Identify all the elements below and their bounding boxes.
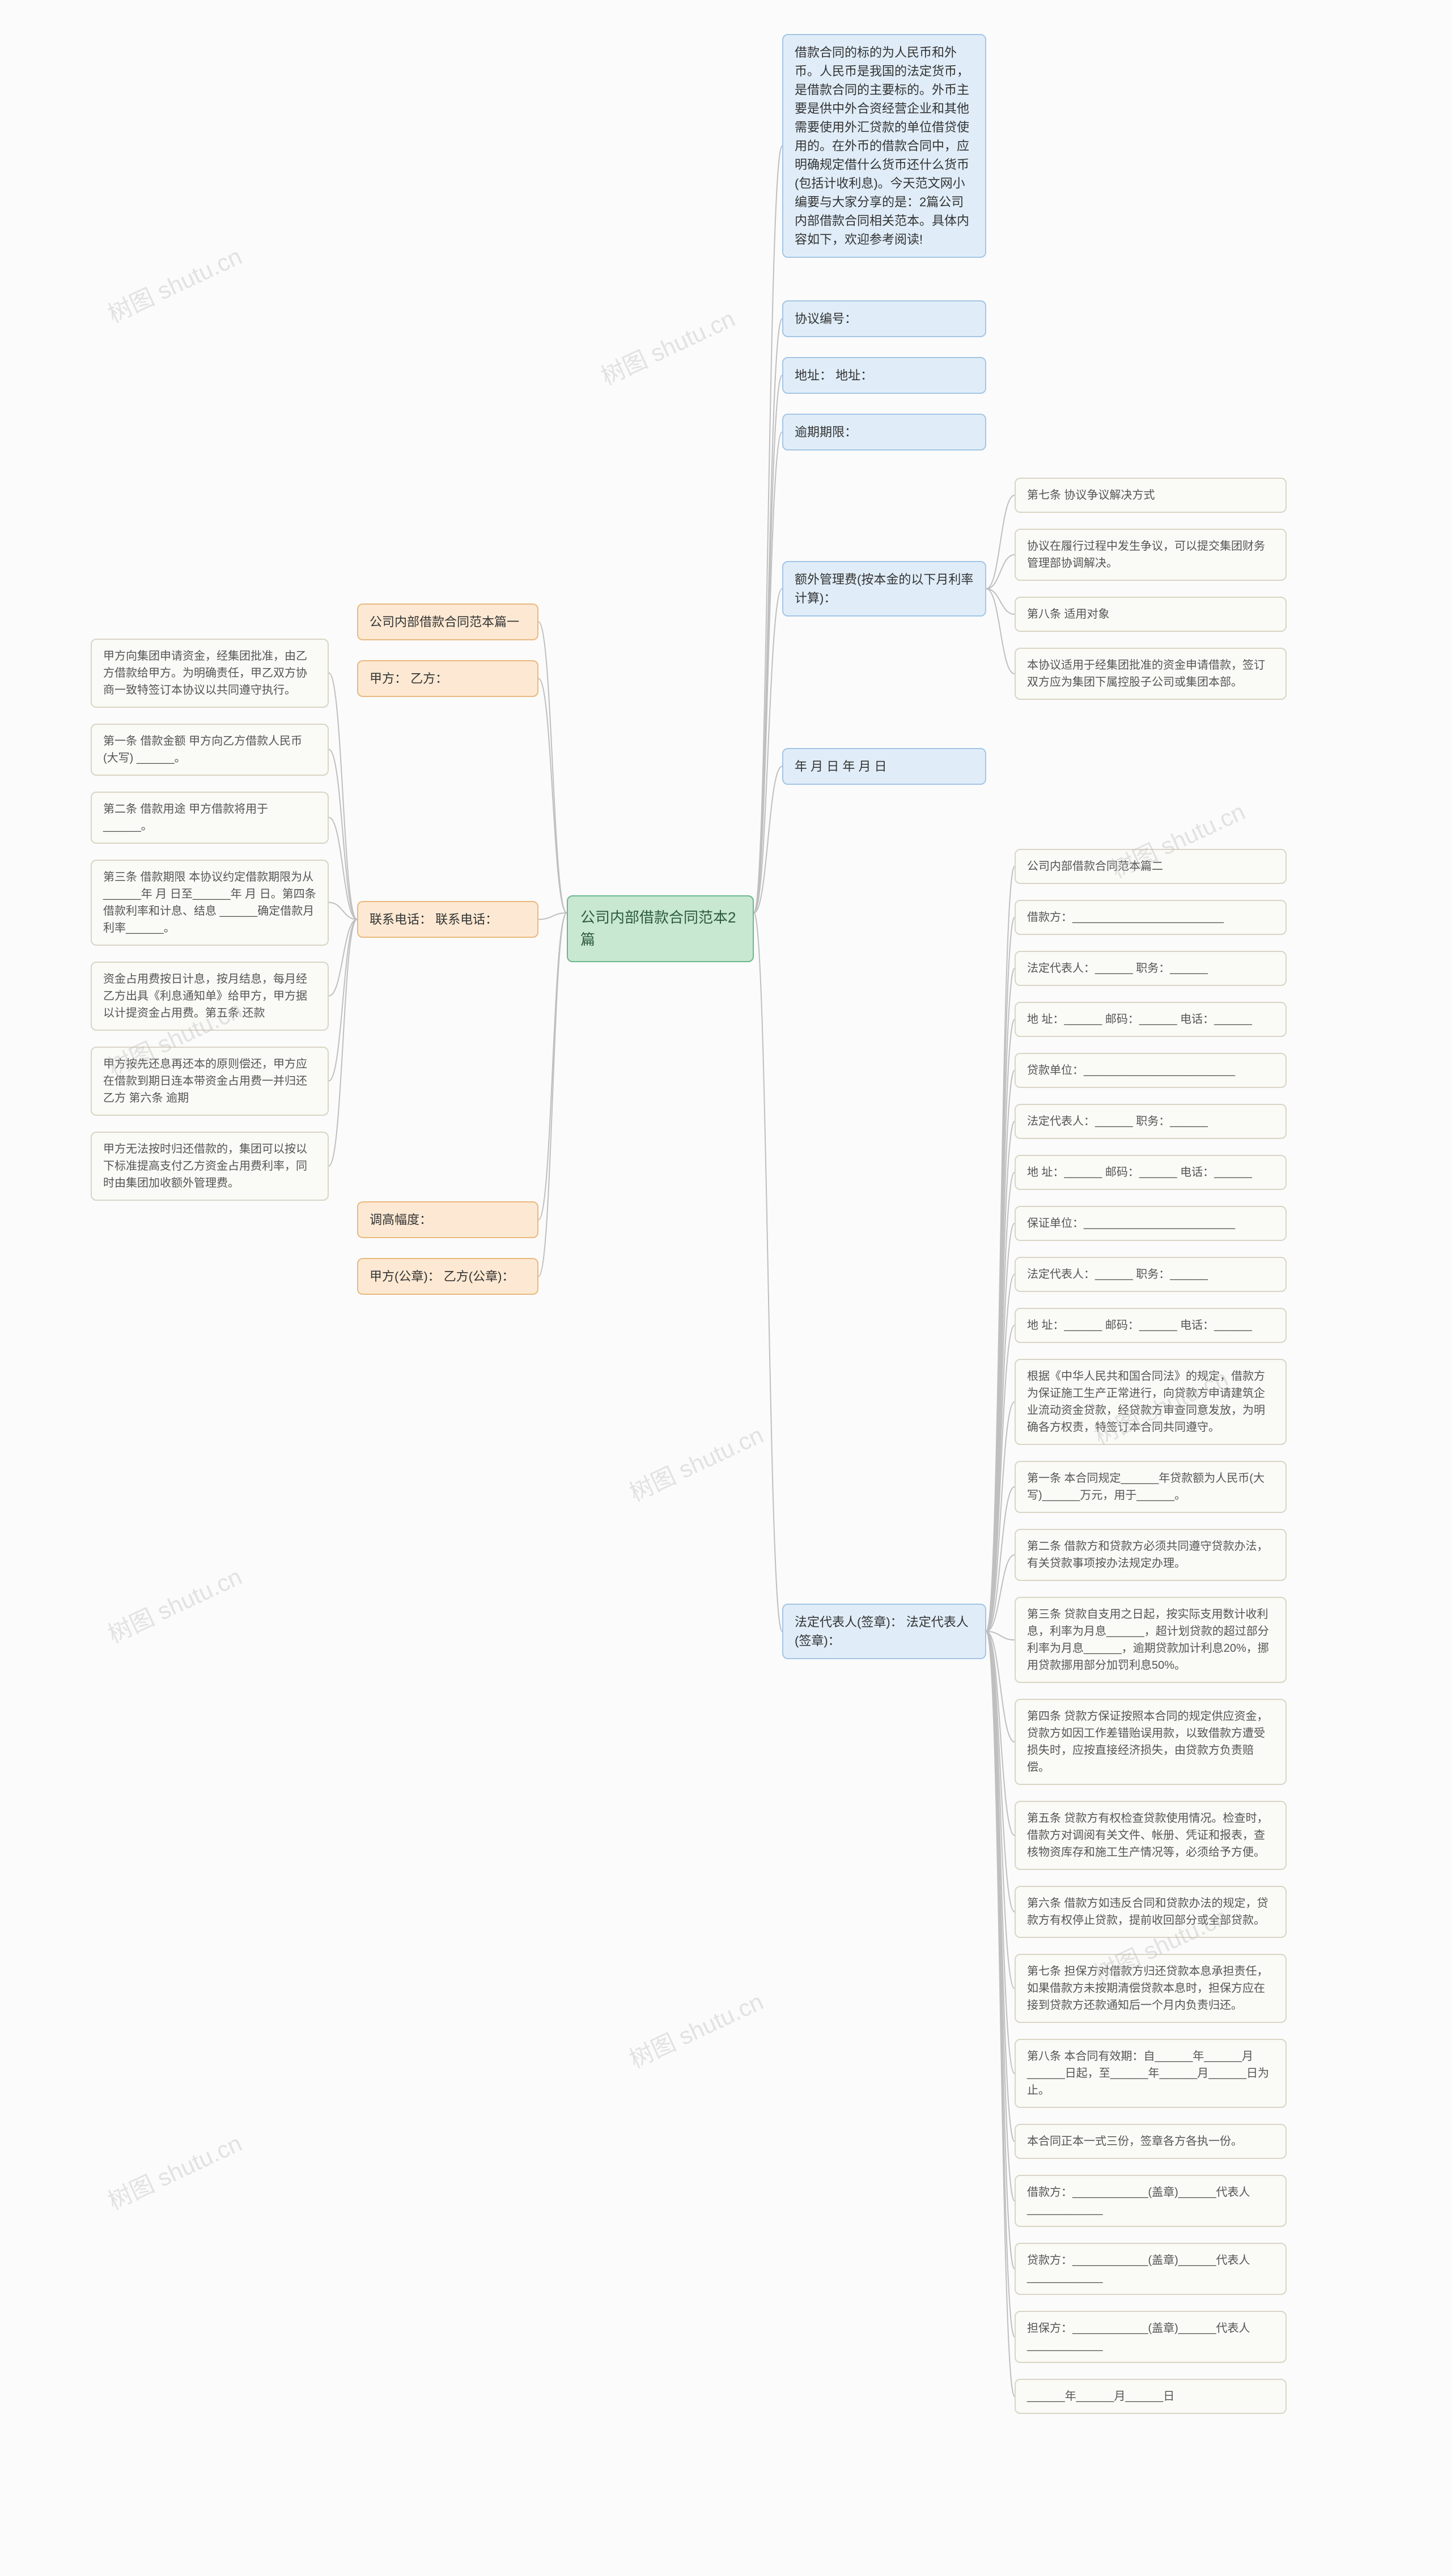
watermark: 树图 shutu.cn: [595, 300, 740, 392]
right-leaf-4-1: 协议在履行过程中发生争议，可以提交集团财务管理部协调解决。: [1015, 529, 1287, 581]
right-leaf-4-0: 第七条 协议争议解决方式: [1015, 478, 1287, 513]
left-leaf-2-4: 资金占用费按日计息，按月结息，每月经乙方出具《利息通知单》给甲方，甲方据以计提资…: [91, 962, 329, 1031]
right-leaf-6-13: 第三条 贷款自支用之日起，按实际支用数计收利息，利率为月息______，超计划贷…: [1015, 1597, 1287, 1683]
watermark: 树图 shutu.cn: [101, 237, 247, 330]
right-leaf-6-1: 借款方：________________________: [1015, 900, 1287, 935]
right-leaf-6-17: 第七条 担保方对借款方归还贷款本息承担责任，如果借款方未按期清偿贷款本息时，担保…: [1015, 1954, 1287, 2023]
right-branch-4: 额外管理费(按本金的以下月利率计算)：: [782, 561, 986, 617]
right-leaf-6-18: 第八条 本合同有效期：自______年______月______日起，至____…: [1015, 2039, 1287, 2108]
right-leaf-6-11: 第一条 本合同规定______年贷款额为人民币(大写)______万元，用于__…: [1015, 1461, 1287, 1513]
right-leaf-6-16: 第六条 借款方如违反合同和贷款办法的规定，贷款方有权停止贷款，提前收回部分或全部…: [1015, 1886, 1287, 1938]
right-leaf-6-3: 地 址：______ 邮码：______ 电话：______: [1015, 1002, 1287, 1037]
right-leaf-6-2: 法定代表人：______ 职务：______: [1015, 951, 1287, 986]
right-branch-1: 协议编号：: [782, 300, 986, 337]
root-node: 公司内部借款合同范本2篇: [567, 895, 754, 962]
left-branch-3: 调高幅度：: [357, 1201, 538, 1238]
right-branch-0: 借款合同的标的为人民币和外币。人民币是我国的法定货币，是借款合同的主要标的。外币…: [782, 34, 986, 258]
left-branch-4: 甲方(公章)： 乙方(公章)：: [357, 1258, 538, 1295]
left-leaf-2-6: 甲方无法按时归还借款的，集团可以按以下标准提高支付乙方资金占用费利率，同时由集团…: [91, 1132, 329, 1201]
watermark: 树图 shutu.cn: [101, 2124, 247, 2217]
right-leaf-6-7: 保证单位：________________________: [1015, 1206, 1287, 1241]
watermark: 树图 shutu.cn: [101, 1558, 247, 1650]
right-leaf-6-22: 担保方：____________(盖章)______代表人___________…: [1015, 2311, 1287, 2363]
right-leaf-6-4: 贷款单位：________________________: [1015, 1053, 1287, 1088]
watermark: 树图 shutu.cn: [623, 1416, 768, 1508]
right-leaf-6-12: 第二条 借款方和贷款方必须共同遵守贷款办法，有关贷款事项按办法规定办理。: [1015, 1529, 1287, 1581]
right-leaf-6-9: 地 址：______ 邮码：______ 电话：______: [1015, 1308, 1287, 1343]
right-leaf-4-3: 本协议适用于经集团批准的资金申请借款，签订双方应为集团下属控股子公司或集团本部。: [1015, 648, 1287, 700]
left-leaf-2-5: 甲方按先还息再还本的原则偿还，甲方应在借款到期日连本带资金占用费一并归还乙方 第…: [91, 1047, 329, 1116]
right-leaf-6-20: 借款方：____________(盖章)______代表人___________…: [1015, 2175, 1287, 2227]
right-leaf-6-6: 地 址：______ 邮码：______ 电话：______: [1015, 1155, 1287, 1190]
watermark: 树图 shutu.cn: [623, 1983, 768, 2075]
right-branch-5: 年 月 日 年 月 日: [782, 748, 986, 785]
right-leaf-6-23: ______年______月______日: [1015, 2379, 1287, 2414]
right-leaf-6-21: 贷款方：____________(盖章)______代表人___________…: [1015, 2243, 1287, 2295]
right-leaf-6-15: 第五条 贷款方有权检查贷款使用情况。检查时，借款方对调阅有关文件、帐册、凭证和报…: [1015, 1801, 1287, 1870]
left-leaf-2-0: 甲方向集团申请资金，经集团批准，由乙方借款给甲方。为明确责任，甲乙双方协商一致特…: [91, 639, 329, 708]
right-leaf-6-10: 根据《中华人民共和国合同法》的规定，借款方为保证施工生产正常进行，向贷款方申请建…: [1015, 1359, 1287, 1445]
left-branch-1: 甲方： 乙方：: [357, 660, 538, 697]
left-leaf-2-1: 第一条 借款金额 甲方向乙方借款人民币(大写) ______。: [91, 724, 329, 776]
right-leaf-6-5: 法定代表人：______ 职务：______: [1015, 1104, 1287, 1139]
right-leaf-4-2: 第八条 适用对象: [1015, 597, 1287, 632]
right-branch-3: 逾期期限：: [782, 414, 986, 450]
left-leaf-2-2: 第二条 借款用途 甲方借款将用于 ______。: [91, 792, 329, 844]
right-branch-2: 地址： 地址：: [782, 357, 986, 394]
right-leaf-6-8: 法定代表人：______ 职务：______: [1015, 1257, 1287, 1292]
right-leaf-6-0: 公司内部借款合同范本篇二: [1015, 849, 1287, 884]
right-leaf-6-14: 第四条 贷款方保证按照本合同的规定供应资金，贷款方如因工作差错贻误用款，以致借款…: [1015, 1699, 1287, 1785]
left-branch-2: 联系电话： 联系电话：: [357, 901, 538, 938]
left-leaf-2-3: 第三条 借款期限 本协议约定借款期限为从______年 月 日至______年 …: [91, 860, 329, 946]
right-leaf-6-19: 本合同正本一式三份，签章各方各执一份。: [1015, 2124, 1287, 2159]
right-branch-6: 法定代表人(签章)： 法定代表人(签章)：: [782, 1604, 986, 1659]
left-branch-0: 公司内部借款合同范本篇一: [357, 603, 538, 640]
